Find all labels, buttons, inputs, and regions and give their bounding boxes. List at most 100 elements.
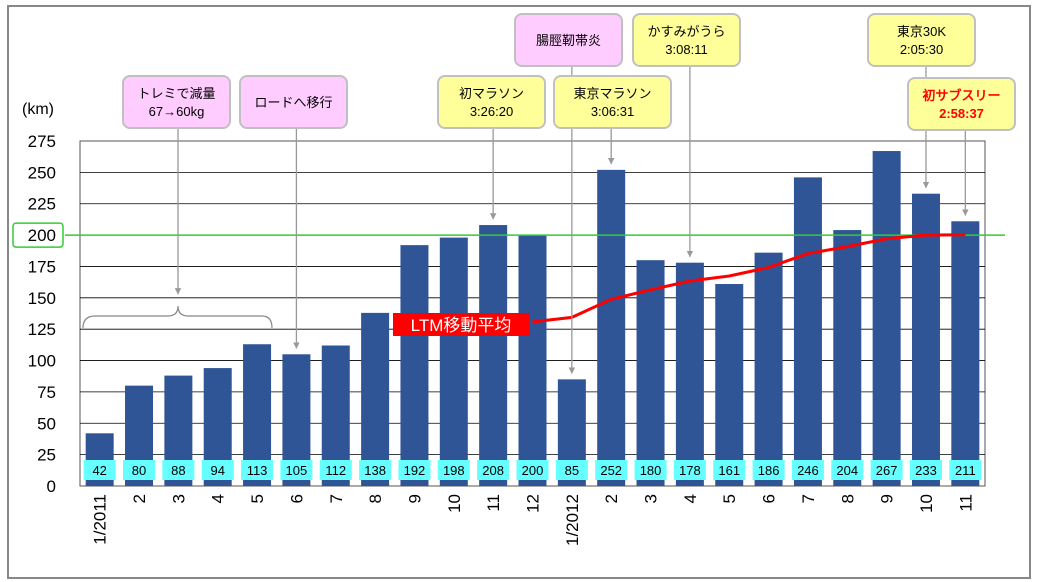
y-tick-label: 25	[37, 446, 56, 465]
bar	[872, 151, 901, 486]
annotation-text: トレミで減量	[137, 86, 215, 101]
brace	[82, 305, 273, 329]
annotation-box	[122, 75, 231, 129]
x-tick-label: 9	[878, 494, 897, 503]
data-label-box	[437, 460, 470, 480]
x-tick-label: 8	[838, 494, 857, 503]
x-tick-label: 4	[681, 494, 700, 503]
y-tick-label: 250	[28, 163, 56, 182]
bar	[911, 193, 940, 486]
data-label: 85	[565, 463, 579, 478]
data-label-box	[949, 460, 982, 480]
y-tick-label: 200	[28, 226, 56, 245]
data-label-box	[909, 460, 942, 480]
y-tick-label: 150	[28, 289, 56, 308]
data-label: 42	[92, 463, 106, 478]
annotation-box	[514, 13, 623, 67]
data-label: 178	[679, 463, 701, 478]
bar	[675, 262, 704, 486]
x-tick-label: 3	[169, 494, 188, 503]
annotation-text: 腸脛靭帯炎	[536, 33, 601, 48]
data-label: 192	[404, 463, 426, 478]
annotation-text: 2:58:37	[939, 106, 984, 121]
data-label: 113	[247, 463, 268, 478]
x-tick-label: 9	[405, 494, 424, 503]
bar	[793, 177, 822, 486]
bar	[439, 237, 468, 486]
y-tick-label: 225	[28, 195, 56, 214]
y-tick-label: 175	[28, 257, 56, 276]
x-tick-label: 5	[720, 494, 739, 503]
data-label-box	[555, 460, 588, 480]
x-tick-label: 3	[642, 494, 661, 503]
data-label-box	[477, 460, 510, 480]
data-label-box	[516, 460, 549, 480]
annotation-box	[437, 75, 546, 129]
x-tick-label: 1/2011	[91, 494, 110, 545]
y-tick-label: 275	[28, 132, 56, 151]
moving-average-label-box	[393, 313, 530, 336]
x-tick-label: 2	[602, 494, 621, 503]
data-label-box	[201, 460, 234, 480]
data-label-box	[280, 460, 313, 480]
moving-average-line	[532, 233, 966, 324]
x-tick-label: 10	[917, 494, 936, 513]
data-label: 252	[600, 463, 622, 478]
x-tick-label: 1/2012	[563, 494, 582, 546]
data-label-box	[713, 460, 746, 480]
x-tick-label: 8	[366, 494, 385, 503]
data-label-box	[831, 460, 864, 480]
bar	[715, 284, 744, 486]
data-label-box	[241, 460, 274, 480]
y-tick-label: 75	[37, 383, 56, 402]
data-label: 233	[915, 463, 937, 478]
data-label: 246	[797, 463, 819, 478]
data-label-box	[319, 460, 352, 480]
bar	[518, 235, 547, 486]
annotation-box	[867, 13, 976, 67]
annotation-text: 東京マラソン	[573, 86, 651, 101]
data-label: 161	[718, 463, 740, 478]
y-tick-label: 0	[47, 477, 56, 496]
x-tick-label: 10	[445, 494, 464, 513]
annotation-text: 3:06:31	[591, 104, 634, 119]
highlight-tick-box	[12, 222, 64, 248]
data-label: 204	[836, 463, 858, 478]
annotation-box	[907, 77, 1016, 131]
x-tick-label: 5	[248, 494, 267, 503]
y-axis-label: (km)	[22, 101, 54, 118]
y-tick-label: 100	[28, 352, 56, 371]
bar	[361, 312, 390, 486]
annotation-text: 3:26:20	[470, 104, 513, 119]
x-tick-label: 7	[799, 494, 818, 503]
data-label: 200	[522, 463, 544, 478]
data-label-box	[752, 460, 785, 480]
annotation-text: 2:05:30	[900, 42, 943, 57]
data-label-box	[673, 460, 706, 480]
data-label: 105	[286, 463, 308, 478]
x-tick-label: 7	[327, 494, 346, 503]
data-label: 80	[132, 463, 146, 478]
data-label: 180	[640, 463, 662, 478]
annotation-text: 初サブスリー	[922, 88, 1000, 103]
bar	[400, 245, 429, 486]
bar	[833, 230, 862, 486]
data-label: 198	[443, 463, 465, 478]
annotation-text: ロードへ移行	[254, 95, 332, 110]
annotation-text: 東京30K	[897, 24, 946, 39]
annotation-text: かすみがうら	[647, 24, 725, 39]
x-tick-label: 6	[287, 494, 306, 503]
bar	[597, 169, 626, 486]
x-tick-label: 12	[524, 494, 543, 513]
y-tick-label: 50	[37, 414, 56, 433]
annotation-box	[553, 75, 672, 129]
data-label-box	[123, 460, 156, 480]
x-tick-label: 6	[760, 494, 779, 503]
data-label-box	[398, 460, 431, 480]
data-label-box	[162, 460, 195, 480]
x-tick-label: 11	[484, 494, 503, 512]
annotation-text: 初マラソン	[459, 86, 524, 101]
data-label-box	[595, 460, 628, 480]
data-label: 112	[325, 463, 346, 478]
